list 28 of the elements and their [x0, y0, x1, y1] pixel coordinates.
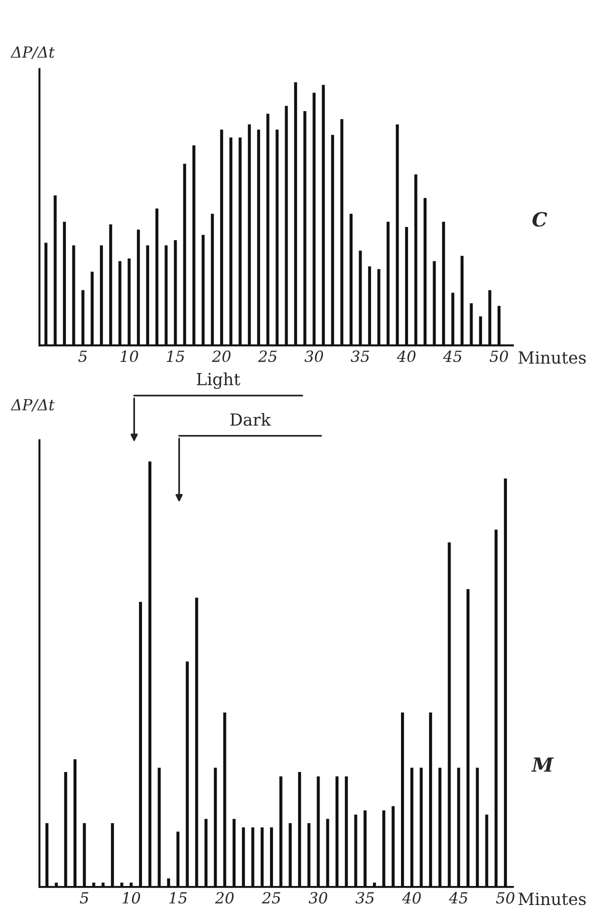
x-tick-label: 10 [122, 892, 140, 904]
x-tick-label: 50 [496, 892, 514, 904]
x-tick-label: 20 [214, 892, 234, 904]
x-tick-label: 25 [258, 350, 277, 362]
x-axis-title: Minutes [518, 351, 586, 364]
text: Dark [230, 412, 271, 426]
x-tick-label: 40 [402, 892, 421, 904]
x-tick-label: 35 [350, 350, 370, 362]
y-axis-title: ΔP/Δt [10, 399, 55, 412]
x-tick-label: 40 [396, 350, 416, 362]
x-tick-label: 30 [304, 350, 324, 362]
x-axis-title: Minutes [518, 892, 586, 906]
x-tick-label: 15 [169, 892, 187, 904]
x-tick-label: 5 [78, 350, 87, 362]
y-axis-title: ΔP/Δt [10, 46, 55, 60]
x-tick-label: 45 [443, 350, 462, 362]
text: M [531, 758, 554, 772]
text: Light [196, 372, 240, 389]
x-tick-label: 25 [262, 892, 280, 904]
x-tick-label: 45 [448, 892, 468, 904]
x-tick-label: 20 [212, 350, 231, 362]
x-tick-label: 30 [308, 892, 328, 904]
x-tick-label: 35 [356, 892, 374, 904]
x-tick-label: 10 [120, 350, 138, 362]
text: C [532, 212, 548, 227]
x-tick-label: 50 [490, 350, 508, 362]
x-tick-label: 15 [166, 350, 184, 362]
x-tick-label: 5 [80, 892, 88, 904]
